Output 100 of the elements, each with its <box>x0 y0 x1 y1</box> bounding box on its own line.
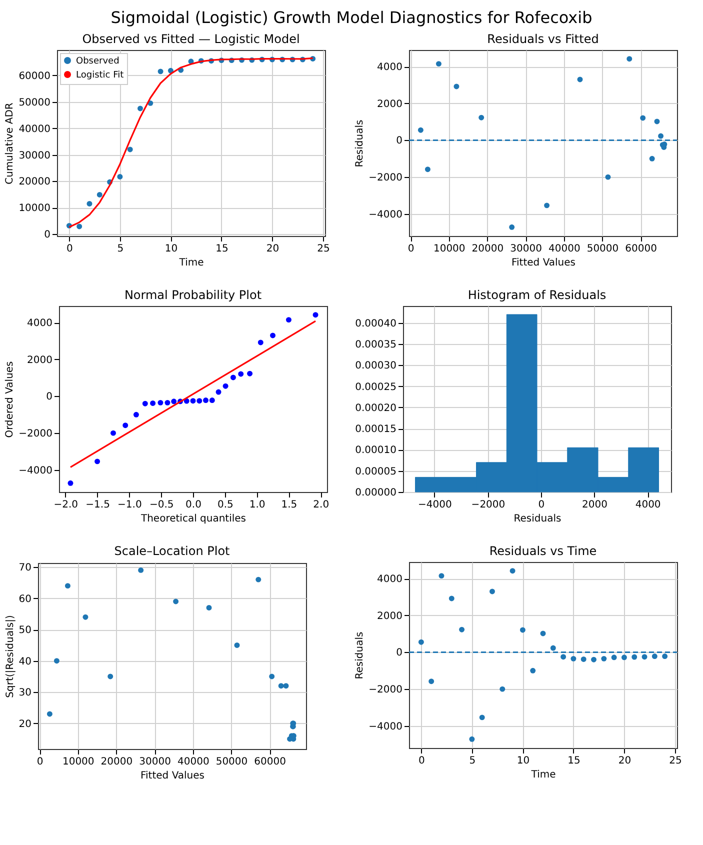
y-tick-label: 0 <box>396 648 402 659</box>
point <box>206 604 212 610</box>
point <box>164 400 170 406</box>
x-tick-label: 60000 <box>625 244 657 254</box>
point <box>238 371 244 377</box>
point <box>611 654 617 660</box>
point <box>621 654 627 660</box>
x-tick-label: 0 <box>408 244 414 254</box>
point <box>649 156 655 162</box>
x-tick-label: 30000 <box>510 244 542 254</box>
point <box>530 668 536 674</box>
point <box>256 576 262 582</box>
point <box>209 398 215 404</box>
x-tick-label: 25 <box>317 244 330 254</box>
x-tick-label: 1.5 <box>281 500 298 510</box>
point <box>216 389 222 395</box>
x-tick-label: 20000 <box>100 756 133 768</box>
y-tick-label: 10000 <box>18 203 50 214</box>
x-tick-label: 15 <box>216 244 228 254</box>
x-tick-label: 2000 <box>582 500 608 510</box>
y-tick-label: 70 <box>18 562 32 574</box>
y-tick-label: 50 <box>18 625 32 636</box>
point <box>283 683 289 689</box>
point <box>424 166 430 172</box>
y-tick-label: 0.00030 <box>355 360 396 372</box>
point <box>110 430 116 436</box>
point <box>560 654 566 660</box>
point <box>117 174 123 180</box>
chart-title: Normal Probability Plot <box>124 288 262 302</box>
point <box>436 61 442 67</box>
y-tick-label: 40 <box>18 656 32 668</box>
y-tick-label: 0.00010 <box>355 445 396 456</box>
y-tick-label: 0.00005 <box>355 466 396 478</box>
x-tick-label: 1.0 <box>249 500 266 510</box>
point <box>469 736 475 742</box>
point <box>96 192 102 198</box>
point <box>428 678 434 684</box>
x-axis-title: Time <box>530 770 556 780</box>
point <box>640 115 646 121</box>
legend-label: Observed <box>76 56 120 66</box>
point <box>544 202 550 208</box>
point <box>510 568 516 574</box>
point <box>133 412 139 418</box>
point <box>278 683 284 689</box>
point <box>82 614 88 620</box>
y-tick-label: 4000 <box>377 574 402 586</box>
point <box>196 398 202 404</box>
point <box>652 654 658 660</box>
point <box>580 656 586 662</box>
x-tick-label: −4000 <box>418 500 452 510</box>
y-tick-label: 50000 <box>18 97 50 108</box>
point <box>68 480 74 486</box>
point <box>478 114 484 120</box>
point <box>190 398 196 404</box>
y-tick-label: −4000 <box>368 721 402 732</box>
x-tick-label: 50000 <box>216 756 248 768</box>
point <box>459 626 465 632</box>
x-tick-label: 10000 <box>62 756 94 768</box>
point <box>520 627 526 633</box>
point <box>64 583 70 589</box>
point <box>158 400 164 406</box>
y-tick-label: 0 <box>44 230 50 241</box>
point <box>642 654 648 660</box>
y-tick-label: 60 <box>18 594 32 605</box>
chart-title: Histogram of Residuals <box>468 288 606 302</box>
point <box>203 398 208 404</box>
point <box>158 68 164 74</box>
point <box>418 639 424 645</box>
x-axis-title: Fitted Values <box>512 258 576 268</box>
y-tick-label: 20 <box>18 718 32 730</box>
point <box>509 224 515 230</box>
point <box>230 374 236 380</box>
point <box>658 133 664 139</box>
point <box>577 76 583 82</box>
y-axis-title: Residuals <box>354 632 366 680</box>
point <box>234 642 240 648</box>
x-tick-label: 5 <box>117 244 124 254</box>
point <box>312 312 318 318</box>
point <box>438 573 444 579</box>
x-tick-label: −1.5 <box>86 500 110 510</box>
x-tick-label: 30000 <box>139 756 171 768</box>
x-tick-label: −0.5 <box>149 500 174 510</box>
x-tick-label: 20 <box>618 756 632 766</box>
x-tick-label: 10 <box>164 244 178 254</box>
y-tick-label: 0 <box>396 136 402 147</box>
point <box>479 714 485 720</box>
y-tick-label: −2000 <box>18 428 52 440</box>
y-tick-label: −2000 <box>368 684 402 696</box>
point <box>150 400 156 406</box>
y-tick-label: 0.00025 <box>355 382 396 393</box>
point <box>591 656 596 662</box>
y-tick-label: 20000 <box>18 176 50 188</box>
point <box>94 458 100 464</box>
y-tick-label: 0 <box>46 392 52 403</box>
y-axis-title: Ordered Values <box>4 361 16 438</box>
x-tick-label: 0.0 <box>186 500 202 510</box>
x-tick-label: −2.0 <box>54 500 78 510</box>
x-tick-label: 40000 <box>177 756 210 768</box>
x-tick-label: 50000 <box>586 244 619 254</box>
y-tick-label: 2000 <box>377 610 402 622</box>
